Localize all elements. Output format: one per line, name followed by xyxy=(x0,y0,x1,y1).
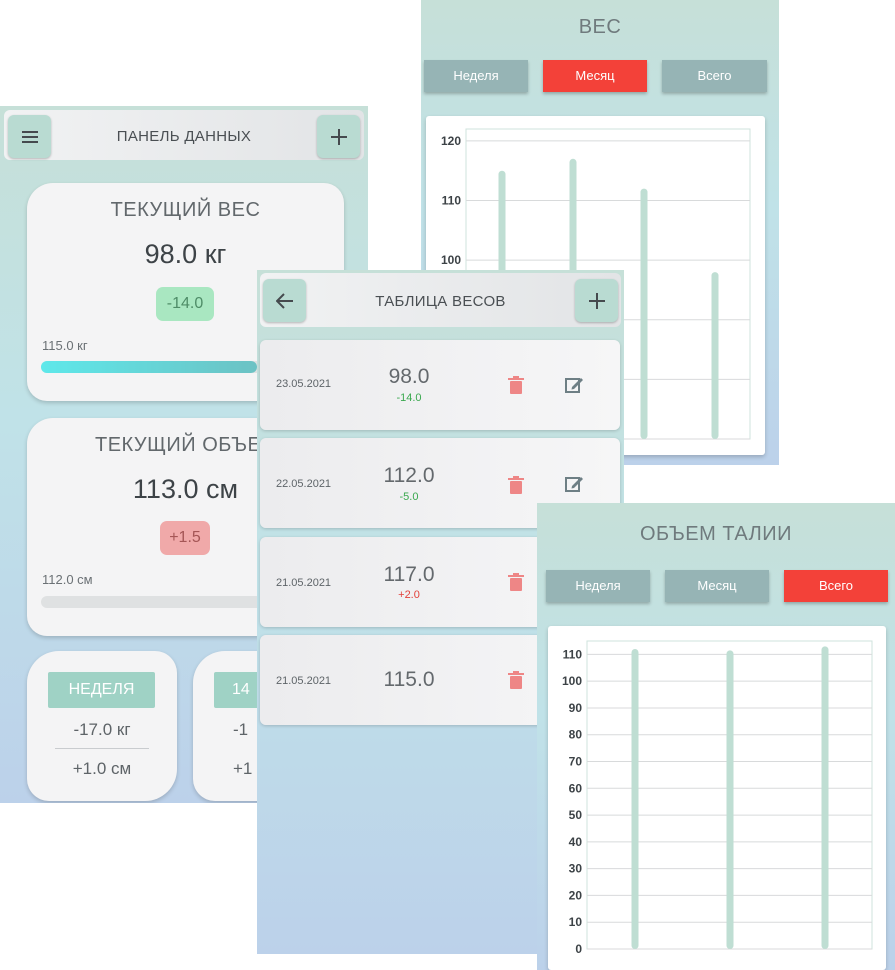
weight-progress-bar xyxy=(41,361,311,373)
weight-chart-title: ВЕС xyxy=(578,16,622,38)
row-date: 21.05.2021 xyxy=(276,675,332,687)
chart-bar xyxy=(821,646,829,949)
row-value: 112.0 xyxy=(383,464,435,487)
y-tick-label: 20 xyxy=(569,888,583,902)
waist-chart-title: ОБЪЕМ ТАЛИИ xyxy=(639,523,793,545)
add-button[interactable] xyxy=(317,115,360,158)
waist-chart-card: 0 10 20 30 40 50 60 70 80 90 100 110 xyxy=(548,626,886,970)
week-label: НЕДЕЛЯ xyxy=(48,672,155,708)
period-month-button[interactable]: Месяц xyxy=(665,570,769,602)
weight-delta-badge: -14.0 xyxy=(156,287,214,321)
y-tick-label: 60 xyxy=(569,781,583,795)
volume-delta-badge: +1.5 xyxy=(160,521,210,555)
row-date: 21.05.2021 xyxy=(276,577,332,589)
volume-progress-bar xyxy=(41,596,311,608)
current-volume-title: ТЕКУЩИЙ ОБЪЕ xyxy=(95,434,262,456)
delete-icon[interactable] xyxy=(507,476,525,494)
y-tick-label: 80 xyxy=(569,728,583,742)
y-tick-label: 40 xyxy=(569,835,583,849)
row-delta: -14.0 xyxy=(396,392,422,404)
dashboard-title: ПАНЕЛЬ ДАННЫХ xyxy=(116,128,252,145)
y-tick-label: 110 xyxy=(563,647,583,661)
add-entry-button[interactable] xyxy=(575,279,618,322)
period-month-button[interactable]: Месяц xyxy=(543,60,647,92)
edit-icon[interactable] xyxy=(564,375,584,395)
chart-bar xyxy=(726,650,734,949)
row-value: 115.0 xyxy=(383,668,435,691)
table-title: ТАБЛИЦА ВЕСОВ xyxy=(375,293,506,310)
period-weight-change: -1 xyxy=(233,720,249,739)
y-tick-label: 70 xyxy=(569,755,583,769)
period-volume-change: +1 xyxy=(233,759,253,778)
back-arrow-icon xyxy=(275,292,293,309)
weight-progress-fill xyxy=(41,361,257,373)
y-tick-label: 0 xyxy=(575,942,582,956)
dashboard-app-bar: ПАНЕЛЬ ДАННЫХ xyxy=(4,110,364,160)
y-tick-label: 100 xyxy=(441,253,461,267)
waist-chart-screen: ОБЪЕМ ТАЛИИ Неделя Месяц Всего 0 10 20 30 40… xyxy=(537,503,895,970)
y-tick-label: 100 xyxy=(562,674,582,688)
delete-icon[interactable] xyxy=(507,376,525,394)
period-all-button[interactable]: Всего xyxy=(784,570,888,602)
row-delta: +2.0 xyxy=(398,589,420,601)
current-weight-title: ТЕКУЩИЙ ВЕС xyxy=(110,199,261,221)
divider xyxy=(55,748,149,749)
row-date: 23.05.2021 xyxy=(276,378,332,390)
chart-bar xyxy=(640,188,648,439)
edit-icon[interactable] xyxy=(564,474,584,494)
y-tick-label: 120 xyxy=(441,134,461,148)
y-tick-label: 10 xyxy=(569,915,583,929)
delete-icon[interactable] xyxy=(507,671,525,689)
row-value: 98.0 xyxy=(388,365,430,388)
plus-icon xyxy=(588,292,605,309)
week-summary-card[interactable]: НЕДЕЛЯ -17.0 кг +1.0 см xyxy=(27,651,177,801)
row-delta: -5.0 xyxy=(399,491,419,503)
table-row[interactable]: 23.05.2021 98.0 -14.0 xyxy=(260,340,620,430)
delete-icon[interactable] xyxy=(507,573,525,591)
chart-bar xyxy=(631,649,639,949)
week-volume-change: +1.0 см xyxy=(72,759,132,778)
y-tick-label: 30 xyxy=(569,862,583,876)
waist-chart: 0 10 20 30 40 50 60 70 80 90 100 110 xyxy=(562,640,873,956)
row-value: 117.0 xyxy=(383,563,435,586)
plus-icon xyxy=(330,128,347,145)
week-weight-change: -17.0 кг xyxy=(73,720,131,739)
menu-icon xyxy=(21,130,38,143)
current-weight-value: 98.0 кг xyxy=(144,239,227,269)
y-tick-label: 110 xyxy=(442,194,462,208)
table-app-bar: ТАБЛИЦА ВЕСОВ xyxy=(260,273,621,327)
row-date: 22.05.2021 xyxy=(276,478,332,490)
weight-start-label: 115.0 кг xyxy=(42,338,88,353)
period-week-button[interactable]: Неделя xyxy=(424,60,528,92)
period-all-button[interactable]: Всего xyxy=(662,60,767,92)
chart-bar xyxy=(711,272,719,439)
volume-start-label: 112.0 см xyxy=(42,572,93,587)
back-button[interactable] xyxy=(263,279,306,322)
y-tick-label: 90 xyxy=(569,701,583,715)
menu-button[interactable] xyxy=(8,115,51,158)
period-week-button[interactable]: Неделя xyxy=(546,570,650,602)
current-volume-value: 113.0 см xyxy=(132,474,239,504)
y-tick-label: 50 xyxy=(569,808,583,822)
